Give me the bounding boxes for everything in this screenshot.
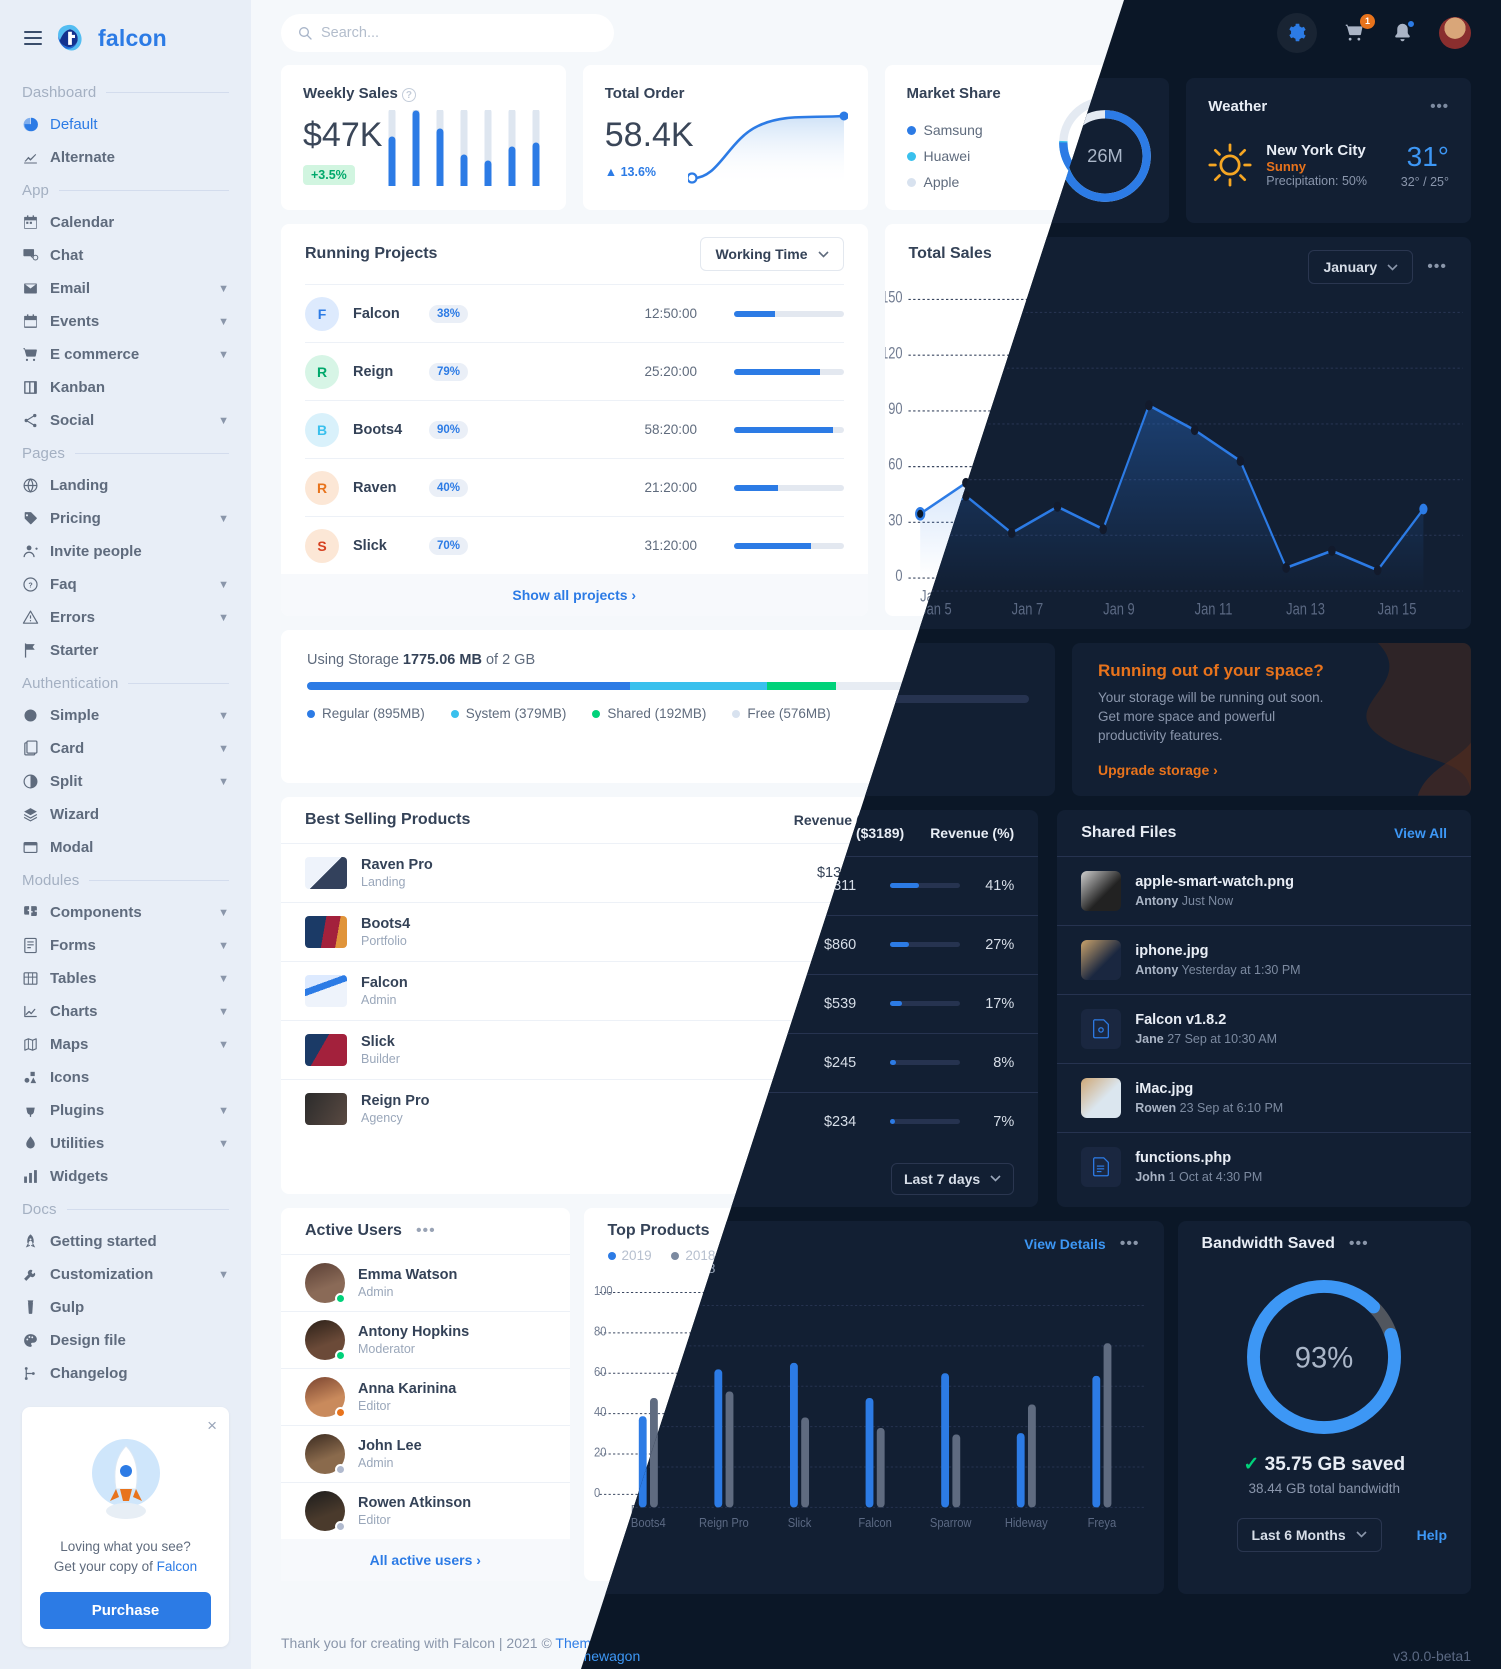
svg-text:?: ? <box>28 582 32 590</box>
svg-text:Jan 7: Jan 7 <box>1011 587 1043 606</box>
svg-text:Freya: Freya <box>1087 1502 1116 1517</box>
svg-text:20: 20 <box>594 1445 607 1460</box>
svg-text:93%: 93% <box>1295 1329 1354 1361</box>
svg-text:80: 80 <box>594 1323 607 1338</box>
svg-text:120: 120 <box>885 344 903 363</box>
svg-text:Jan 11: Jan 11 <box>1194 587 1232 606</box>
svg-text:60: 60 <box>594 1364 607 1379</box>
svg-text:Hideway: Hideway <box>1004 1502 1048 1517</box>
svg-text:0: 0 <box>594 1485 600 1500</box>
svg-text:Jan 5: Jan 5 <box>920 587 952 606</box>
svg-text:30: 30 <box>888 511 902 530</box>
svg-text:0: 0 <box>895 566 902 585</box>
svg-text:Slick: Slick <box>787 1502 811 1517</box>
svg-text:40: 40 <box>594 1404 607 1419</box>
svg-text:Jan 15: Jan 15 <box>1377 587 1416 606</box>
svg-text:Sparrow: Sparrow <box>929 1502 971 1517</box>
svg-text:Falcon: Falcon <box>858 1502 892 1517</box>
svg-text:Reign Pro: Reign Pro <box>699 1502 749 1517</box>
svg-text:Jan 13: Jan 13 <box>1286 587 1325 606</box>
svg-text:60: 60 <box>888 455 902 474</box>
svg-text:150: 150 <box>885 288 903 307</box>
svg-text:Jan 9: Jan 9 <box>1103 587 1135 606</box>
svg-text:100: 100 <box>594 1283 613 1298</box>
svg-text:90: 90 <box>888 399 902 418</box>
svg-text:26M: 26M <box>1087 132 1123 153</box>
svg-text:Boots4: Boots4 <box>630 1502 665 1517</box>
